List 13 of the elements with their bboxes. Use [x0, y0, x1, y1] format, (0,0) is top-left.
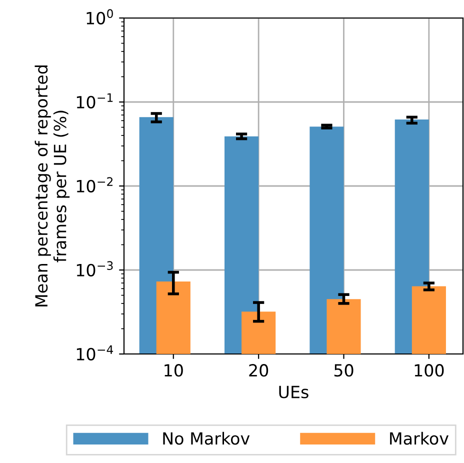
x-axis-title: UEs — [279, 386, 308, 398]
x-tick-label: 10 — [164, 364, 183, 377]
legend-label: No Markov — [163, 432, 250, 445]
y-axis-title: Mean percentage of reported frames per UE (%) — [34, 66, 70, 306]
legend-label: Markov — [390, 432, 448, 445]
x-tick-label: 50 — [334, 364, 354, 377]
y-tick-label: 10$^{−2}$ — [76, 177, 113, 192]
y-tick-label: 10$^{−4}$ — [76, 345, 114, 360]
x-tick-label: 100 — [414, 364, 444, 377]
y-tick-label: 10$^{0}$ — [86, 9, 113, 24]
y-tick-label: 10$^{−1}$ — [76, 93, 113, 108]
y-tick-label: 10$^{−3}$ — [76, 261, 113, 276]
x-tick-label: 20 — [249, 364, 268, 377]
